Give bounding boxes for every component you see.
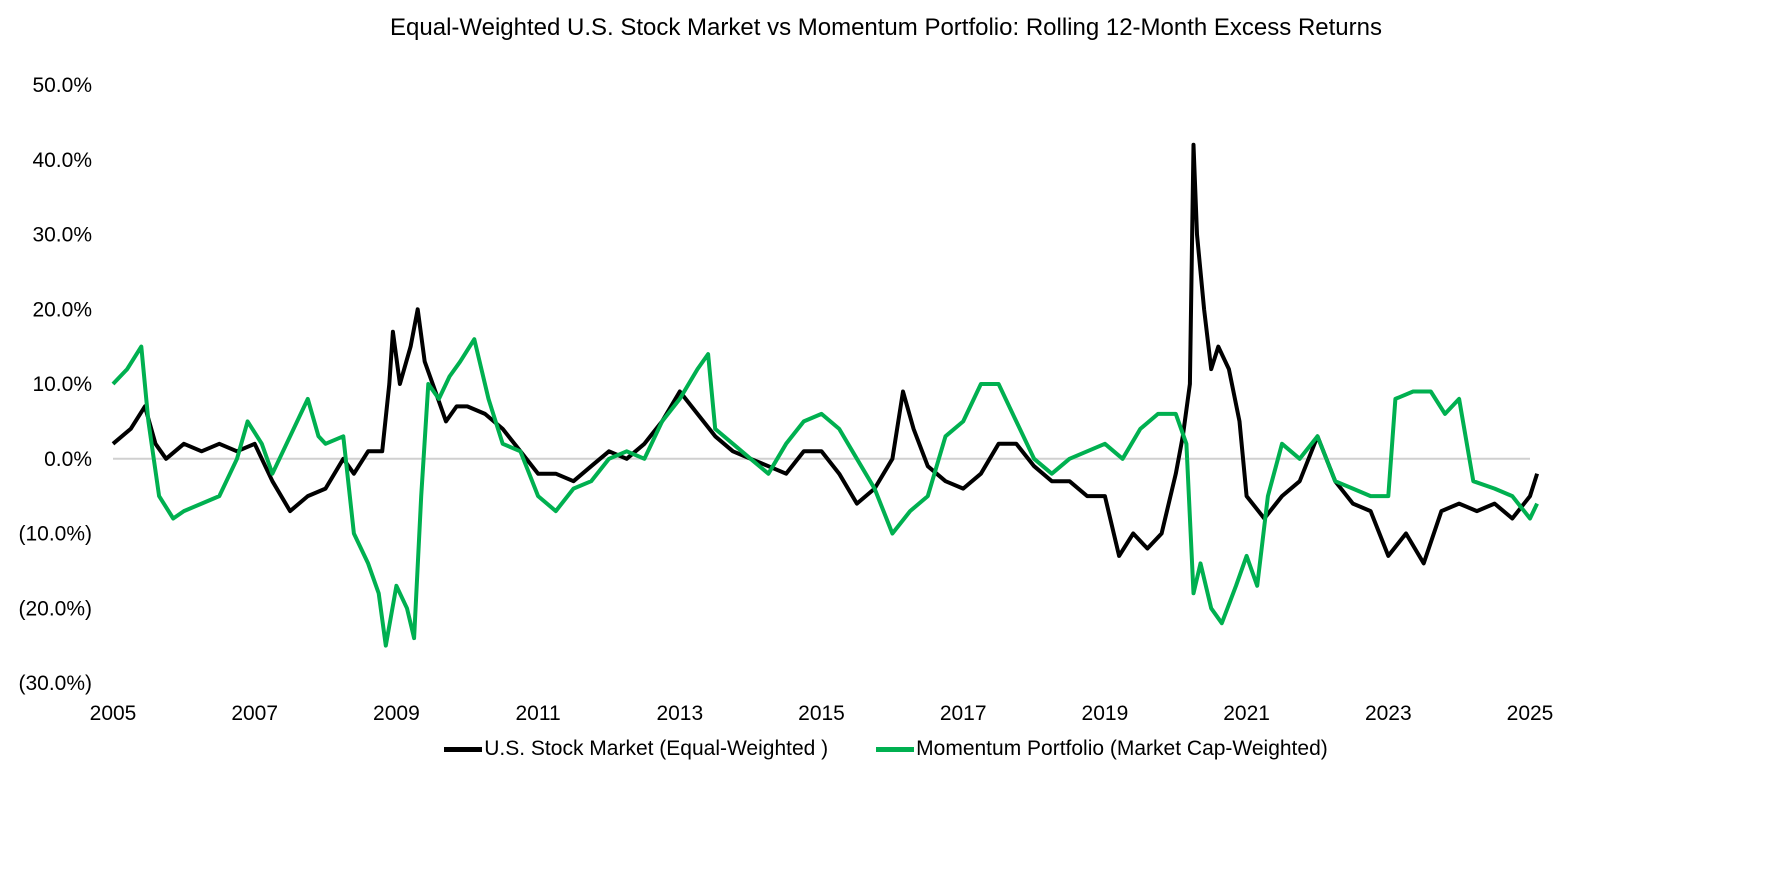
x-tick-label: 2025: [1507, 702, 1554, 725]
series-lines: [111, 142, 1540, 648]
y-tick-label: 0.0%: [44, 448, 92, 471]
x-tick-label: 2019: [1082, 702, 1129, 725]
y-tick-label: 40.0%: [32, 149, 92, 172]
x-tick-label: 2023: [1365, 702, 1412, 725]
x-tick-label: 2005: [90, 702, 137, 725]
x-tick-label: 2013: [656, 702, 703, 725]
y-tick-label: 30.0%: [32, 224, 92, 247]
legend: U.S. Stock Market (Equal-Weighted ) Mome…: [0, 737, 1772, 761]
x-tick-label: 2009: [373, 702, 420, 725]
x-tick-label: 2007: [231, 702, 278, 725]
legend-swatch: [876, 746, 915, 752]
series-line-momentum: [111, 337, 1539, 648]
legend-item-equal-weighted: U.S. Stock Market (Equal-Weighted ): [444, 737, 828, 761]
y-tick-label: (10.0%): [18, 523, 92, 546]
legend-swatch: [444, 746, 483, 752]
y-tick-label: 10.0%: [32, 373, 92, 396]
y-tick-label: 50.0%: [32, 74, 92, 97]
series-line-equal-weighted: [111, 142, 1540, 566]
chart-title: Equal-Weighted U.S. Stock Market vs Mome…: [390, 14, 1382, 41]
x-tick-label: 2011: [516, 702, 561, 725]
x-tick-label: 2017: [940, 702, 987, 725]
y-tick-label: (30.0%): [18, 672, 92, 695]
x-tick-label: 2021: [1223, 702, 1270, 725]
y-tick-label: (20.0%): [18, 597, 92, 620]
y-axis: 50.0% 40.0% 30.0% 20.0% 10.0% 0.0% (10.0%) (20.…: [18, 74, 92, 695]
x-tick-label: 2015: [798, 702, 845, 725]
legend-label: U.S. Stock Market (Equal-Weighted ): [484, 737, 829, 760]
y-tick-label: 20.0%: [32, 298, 92, 321]
legend-item-momentum: Momentum Portfolio (Market Cap-Weighted): [876, 737, 1328, 761]
x-axis: 2005 2007 2009 2011 2013 2015 2017 2019 2021 2023…: [90, 702, 1554, 725]
legend-label: Momentum Portfolio (Market Cap-Weighted): [916, 737, 1328, 760]
